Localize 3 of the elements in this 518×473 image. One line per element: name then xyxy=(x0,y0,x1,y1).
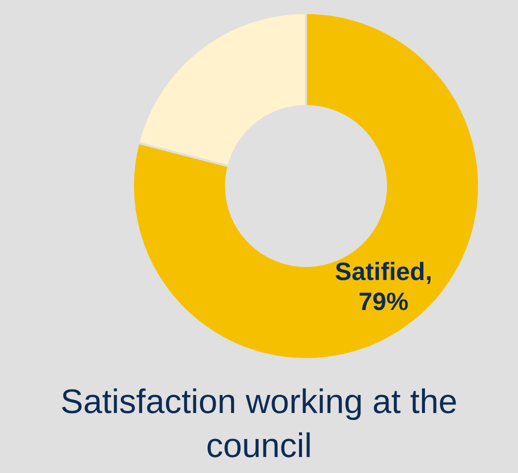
data-label: Satified, 79% xyxy=(334,258,432,316)
text: Satisfaction working at the council xyxy=(60,382,458,467)
donut-slice xyxy=(132,12,480,360)
